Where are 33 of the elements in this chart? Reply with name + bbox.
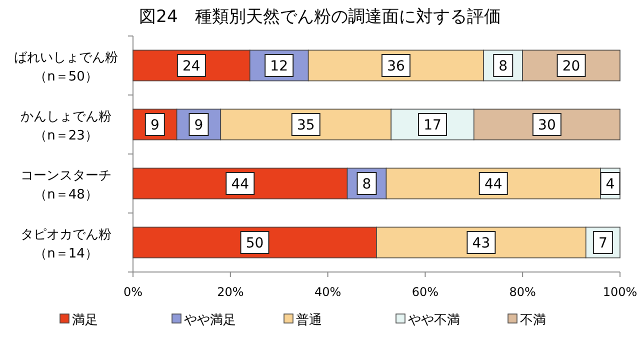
x-tick-label: 0% <box>123 285 143 299</box>
data-label: 30 <box>538 118 556 134</box>
data-label: 8 <box>498 58 508 74</box>
data-label: 9 <box>194 118 204 134</box>
y-tick-label: タピオカでん粉（n＝14） <box>20 228 112 262</box>
x-tick-label: 80% <box>509 285 536 299</box>
data-label: 44 <box>484 176 502 192</box>
chart-title: 図24 種類別天然でん粉の調達面に対する評価 <box>139 7 501 27</box>
data-label: 44 <box>231 176 250 192</box>
legend-label: やや満足 <box>184 313 236 328</box>
x-tick-label: 100% <box>602 285 638 299</box>
x-tick-label: 20% <box>217 285 244 299</box>
legend-label: 普通 <box>296 312 322 328</box>
data-label: 9 <box>150 118 160 134</box>
legend-label: 不満 <box>520 313 546 328</box>
y-tick-label: ばれいしょでん粉（n＝50） <box>14 50 118 84</box>
data-label: 17 <box>424 118 442 134</box>
data-label: 43 <box>472 236 490 252</box>
data-label: 4 <box>606 176 615 192</box>
legend-label: やや不満 <box>408 313 460 328</box>
data-label: 7 <box>598 236 608 252</box>
y-tick-label: かんしょでん粉（n＝23） <box>20 110 112 144</box>
legend-label: 満足 <box>72 313 98 328</box>
data-label: 12 <box>270 58 288 74</box>
data-label: 8 <box>362 176 372 192</box>
y-tick-label: コーンスターチ（n＝48） <box>20 168 112 202</box>
data-label: 24 <box>182 58 200 74</box>
data-label: 36 <box>387 58 405 74</box>
x-tick-label: 40% <box>314 285 342 299</box>
data-label: 20 <box>562 58 580 74</box>
data-label: 50 <box>246 236 264 252</box>
data-label: 35 <box>296 118 315 134</box>
x-tick-label: 60% <box>412 285 439 299</box>
